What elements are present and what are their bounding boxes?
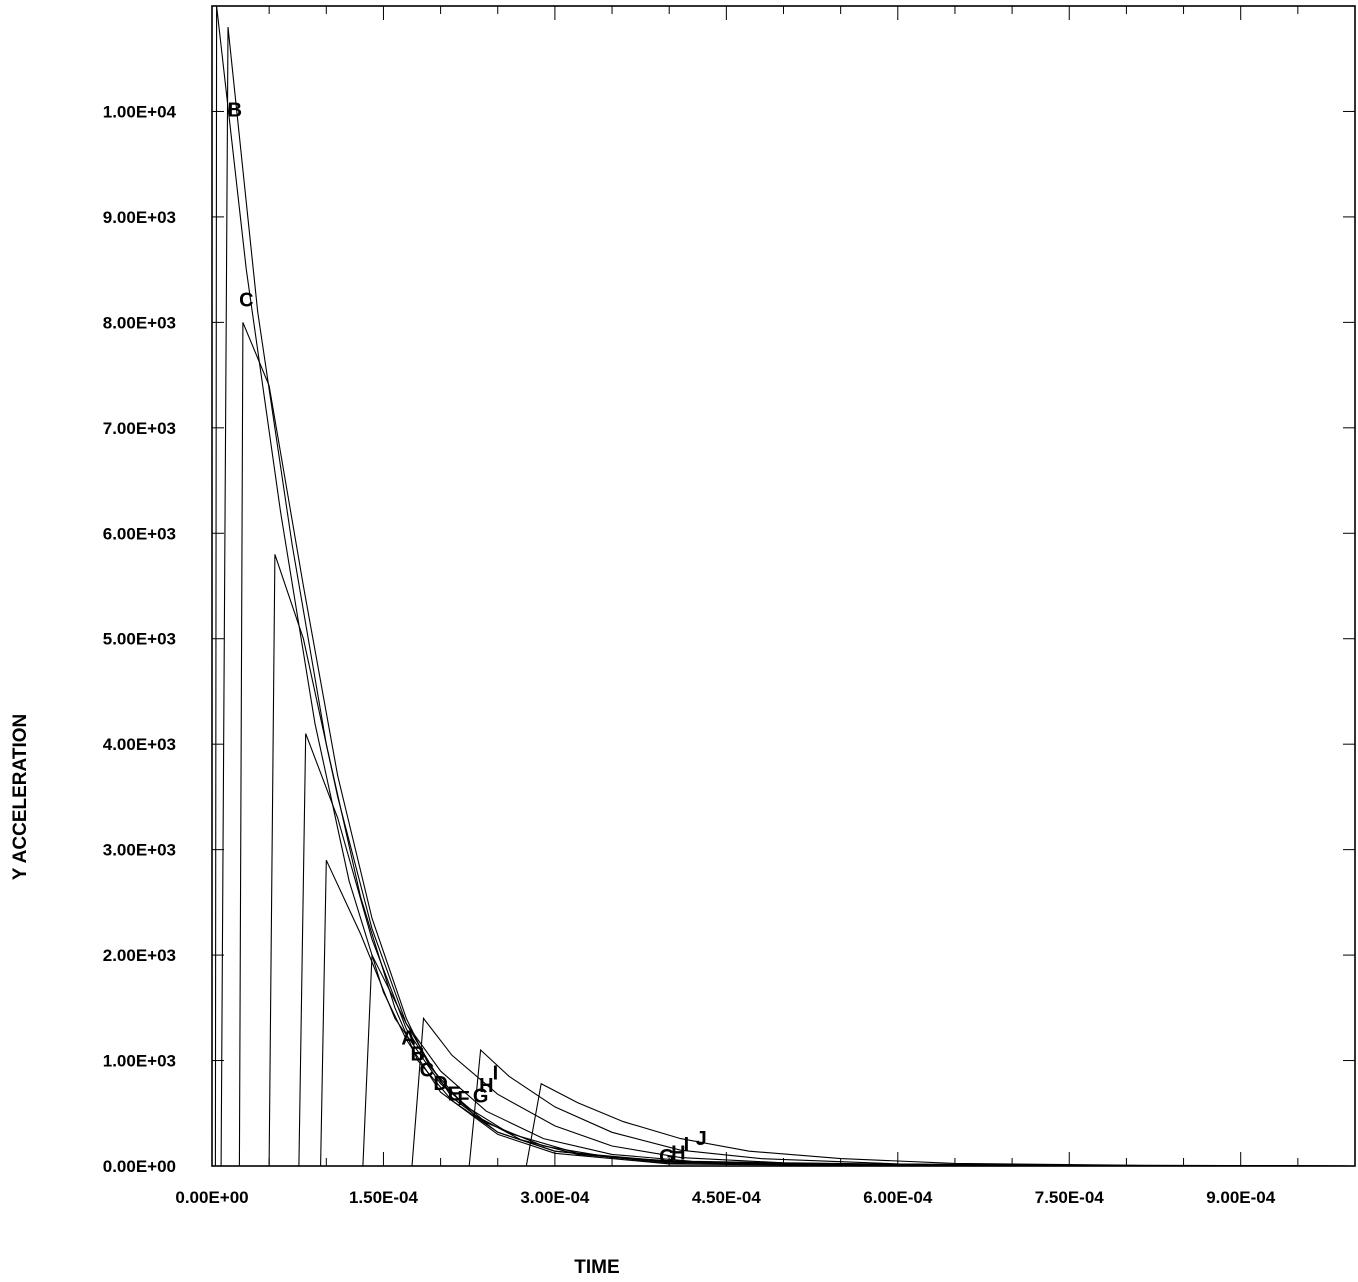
curve-letter-a: A <box>401 1028 415 1050</box>
y-tick-label: 6.00E+03 <box>103 524 176 543</box>
series-line-j <box>525 1082 1356 1167</box>
series-line-h <box>411 1016 1356 1167</box>
y-tick-label: 3.00E+03 <box>103 841 176 860</box>
x-tick-label: 4.50E-04 <box>692 1188 762 1207</box>
y-tick-label: 7.00E+03 <box>103 419 176 438</box>
curve-letter-e: E <box>448 1084 461 1106</box>
curve-letter-c: C <box>239 290 253 312</box>
curve-letter-f: F <box>457 1088 469 1110</box>
series-line-f <box>320 859 1356 1167</box>
series-group <box>214 5 1356 1167</box>
curve-letter-b: B <box>411 1044 425 1066</box>
y-axis-title: Y ACCELERATION <box>10 714 31 880</box>
y-tick-label: 9.00E+03 <box>103 208 176 227</box>
x-tick-label: 6.00E-04 <box>863 1188 933 1207</box>
curve-letter-g: G <box>659 1146 675 1168</box>
x-tick-label: 0.00E+00 <box>175 1188 248 1207</box>
curve-letter-g: G <box>473 1086 489 1108</box>
series-line-i <box>468 1048 1356 1167</box>
curve-letter-c: C <box>420 1059 434 1081</box>
tick-marks <box>211 5 1356 1167</box>
x-axis-title: TIME <box>574 1257 619 1278</box>
y-tick-label: 8.00E+03 <box>103 313 176 332</box>
series-line-a <box>214 5 1355 1167</box>
series-line-b <box>220 27 1355 1167</box>
y-tick-label: 0.00E+00 <box>103 1157 176 1176</box>
y-tick-label: 2.00E+03 <box>103 946 176 965</box>
x-tick-label: 9.00E-04 <box>1206 1188 1276 1207</box>
curve-letter-i: I <box>493 1063 499 1085</box>
y-tick-label: 1.00E+03 <box>103 1052 176 1071</box>
curve-letter-d: D <box>433 1073 447 1095</box>
curve-letter-h: H <box>479 1075 493 1097</box>
curve-letter-i: I <box>684 1134 690 1156</box>
y-tick-labels: 0.00E+00 1.00E+03 2.00E+03 3.00E+03 4.00E+03… <box>103 102 177 1176</box>
x-tick-label: 1.50E-04 <box>349 1188 419 1207</box>
y-tick-label: 4.00E+03 <box>103 735 176 754</box>
x-tick-labels: 0.00E+00 1.50E-04 3.00E-04 4.50E-04 6.00E-04… <box>175 1188 1275 1207</box>
curve-letter-b: B <box>228 100 242 122</box>
x-tick-label: 3.00E-04 <box>520 1188 590 1207</box>
y-tick-label: 5.00E+03 <box>103 630 176 649</box>
x-tick-label: 7.50E-04 <box>1035 1188 1105 1207</box>
curve-letter-j: J <box>696 1128 707 1150</box>
y-tick-label: 1.00E+04 <box>103 102 177 121</box>
curve-letter-h: H <box>671 1143 685 1165</box>
